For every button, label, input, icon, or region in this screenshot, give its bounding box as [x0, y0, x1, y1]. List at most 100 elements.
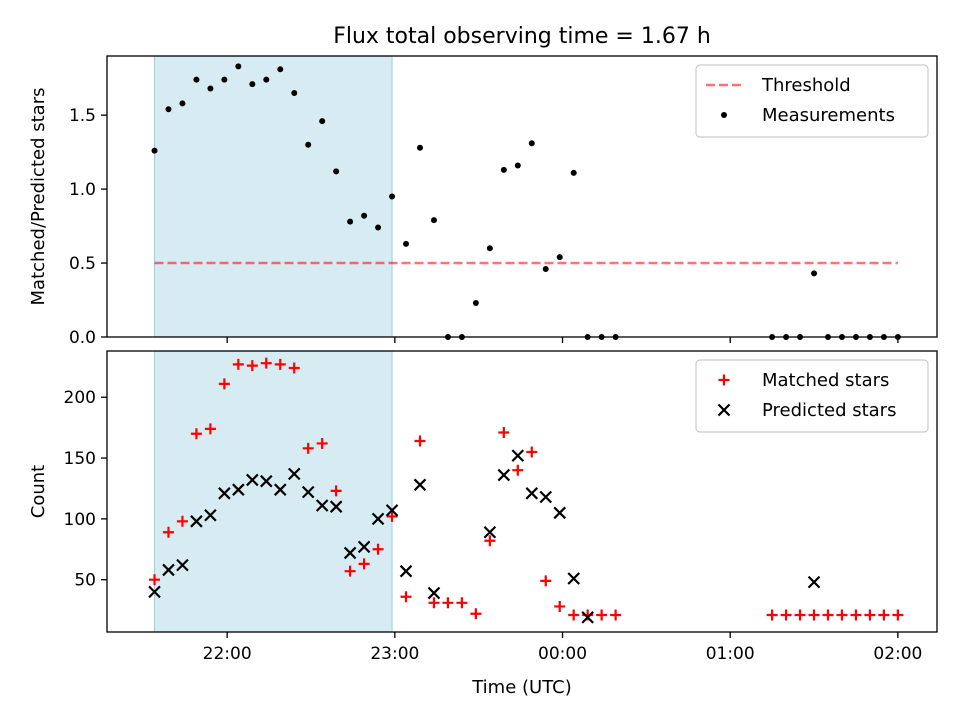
y-tick-label: 0.0 — [69, 328, 96, 348]
data-point — [514, 162, 521, 169]
data-point — [218, 487, 231, 500]
data-point — [274, 358, 286, 370]
x-tick-label: 02:00 — [873, 644, 922, 664]
data-point — [273, 483, 287, 496]
data-point — [413, 478, 427, 492]
data-point — [260, 474, 273, 488]
data-point — [807, 575, 821, 589]
data-point — [162, 563, 175, 577]
legend-measurement-marker — [721, 112, 727, 118]
data-point — [235, 63, 242, 70]
x-tick-label: 01:00 — [706, 644, 755, 664]
data-point — [850, 609, 862, 621]
data-point — [330, 485, 342, 497]
legend: Matched stars Predicted stars — [695, 359, 929, 433]
y-tick-label: 1.0 — [69, 180, 96, 200]
ratio-plot: 0.0 0.5 1.0 1.5 Matched/Predicted stars Thres… — [28, 55, 938, 348]
data-point — [416, 144, 423, 151]
y-tick-label: 100 — [64, 510, 96, 530]
data-point — [329, 500, 343, 513]
legend-matched-marker — [718, 374, 730, 386]
data-point — [333, 168, 340, 175]
data-point — [246, 473, 259, 487]
data-point — [389, 193, 396, 200]
data-point — [232, 358, 244, 370]
axes-frame — [106, 350, 938, 633]
data-point — [570, 169, 577, 176]
data-point — [302, 442, 314, 454]
x-tick-label: 23:00 — [370, 644, 419, 664]
data-point — [176, 515, 188, 527]
data-point — [554, 600, 566, 612]
y-axis-label: Count — [28, 465, 49, 518]
data-point — [193, 76, 200, 83]
data-point — [190, 428, 202, 440]
data-point — [204, 423, 216, 435]
data-point — [277, 66, 284, 73]
x-tick-label: 22:00 — [203, 644, 252, 664]
data-point — [581, 611, 594, 624]
x-tick-label: 00:00 — [538, 644, 587, 664]
data-point — [162, 526, 174, 538]
y-tick-label: 1.5 — [69, 106, 96, 126]
data-point — [344, 565, 356, 577]
data-point — [371, 512, 385, 526]
data-point — [512, 464, 524, 476]
data-point — [539, 490, 553, 504]
axes-frame — [106, 55, 938, 338]
data-point — [556, 254, 563, 261]
data-point — [808, 609, 820, 621]
data-point — [361, 212, 368, 219]
data-point — [500, 166, 507, 173]
legend: Threshold Measurements — [695, 64, 929, 138]
data-point — [472, 299, 479, 306]
data-point — [357, 540, 371, 554]
data-point — [315, 499, 329, 512]
legend-box — [695, 359, 929, 433]
legend-box — [695, 64, 929, 138]
data-point — [190, 515, 203, 528]
data-point — [301, 485, 315, 499]
data-point — [497, 468, 511, 482]
data-point — [553, 506, 567, 520]
data-point — [610, 609, 622, 621]
data-point — [525, 487, 539, 500]
data-point — [204, 508, 217, 522]
data-point — [528, 140, 535, 147]
data-point — [484, 535, 496, 547]
data-point — [526, 446, 538, 458]
observing-span — [154, 350, 393, 633]
data-point — [403, 240, 410, 247]
series-predicted-stars — [148, 449, 821, 624]
data-point — [400, 591, 412, 603]
data-point — [892, 609, 904, 621]
data-point — [385, 504, 399, 517]
data-point — [511, 449, 525, 462]
data-point — [780, 609, 792, 621]
observing-span — [154, 55, 393, 338]
data-point — [165, 106, 172, 113]
data-point — [218, 378, 230, 390]
data-point — [414, 435, 426, 447]
data-point — [343, 546, 357, 560]
data-point — [287, 467, 301, 481]
data-point — [427, 586, 441, 600]
data-point — [249, 81, 256, 88]
data-point — [836, 609, 848, 621]
data-point — [151, 147, 158, 154]
data-point — [766, 609, 778, 621]
data-point — [399, 564, 413, 578]
data-point — [542, 265, 549, 272]
data-point — [246, 360, 258, 372]
legend-label: Threshold — [761, 75, 851, 96]
data-point — [486, 245, 493, 252]
data-point — [596, 609, 608, 621]
legend-label: Measurements — [762, 105, 895, 126]
y-axis-label: Matched/Predicted stars — [28, 88, 49, 306]
data-point — [811, 270, 818, 277]
data-point — [149, 574, 161, 586]
legend-label: Predicted stars — [762, 400, 896, 421]
data-point — [470, 608, 482, 620]
data-point — [386, 510, 398, 522]
data-point — [291, 89, 298, 96]
